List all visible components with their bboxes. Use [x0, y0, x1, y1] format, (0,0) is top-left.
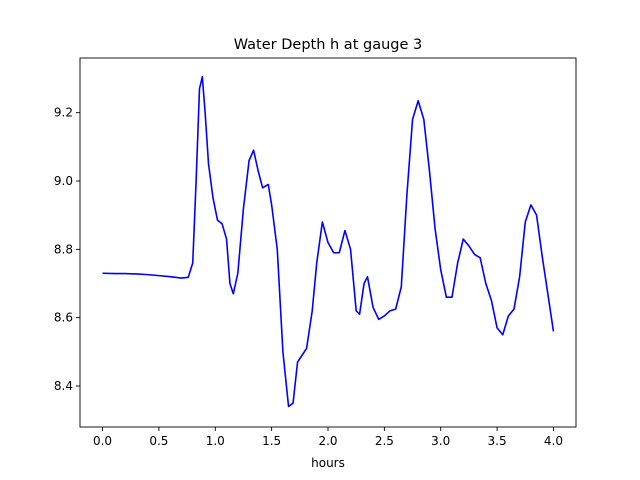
y-tick-label: 8.6	[54, 311, 73, 325]
y-tick-label: 9.0	[54, 174, 73, 188]
series-line-0	[102, 75, 555, 408]
x-tick-label: 2.5	[375, 434, 394, 448]
x-tick-label: 2.0	[318, 434, 337, 448]
x-tick-label: 4.0	[544, 434, 563, 448]
y-tick-label: 8.4	[54, 379, 73, 393]
plot-area: 0.0 0.5 1.0 1.5 2.0 2.5 3.0 3.5 4.0 8.4 8.6 8.8 9.0 9…	[54, 57, 577, 448]
x-tick-label: 0.0	[93, 434, 112, 448]
x-tick-label: 3.5	[488, 434, 507, 448]
x-tick-label: 1.0	[206, 434, 225, 448]
x-tick-label: 0.5	[149, 434, 168, 448]
x-tick-label: 1.5	[262, 434, 281, 448]
x-axis-label: hours	[311, 456, 345, 470]
chart-title: Water Depth h at gauge 3	[234, 37, 422, 53]
y-tick-label: 8.8	[54, 242, 73, 256]
x-tick-label: 3.0	[431, 434, 450, 448]
y-tick-label: 9.2	[54, 106, 73, 120]
